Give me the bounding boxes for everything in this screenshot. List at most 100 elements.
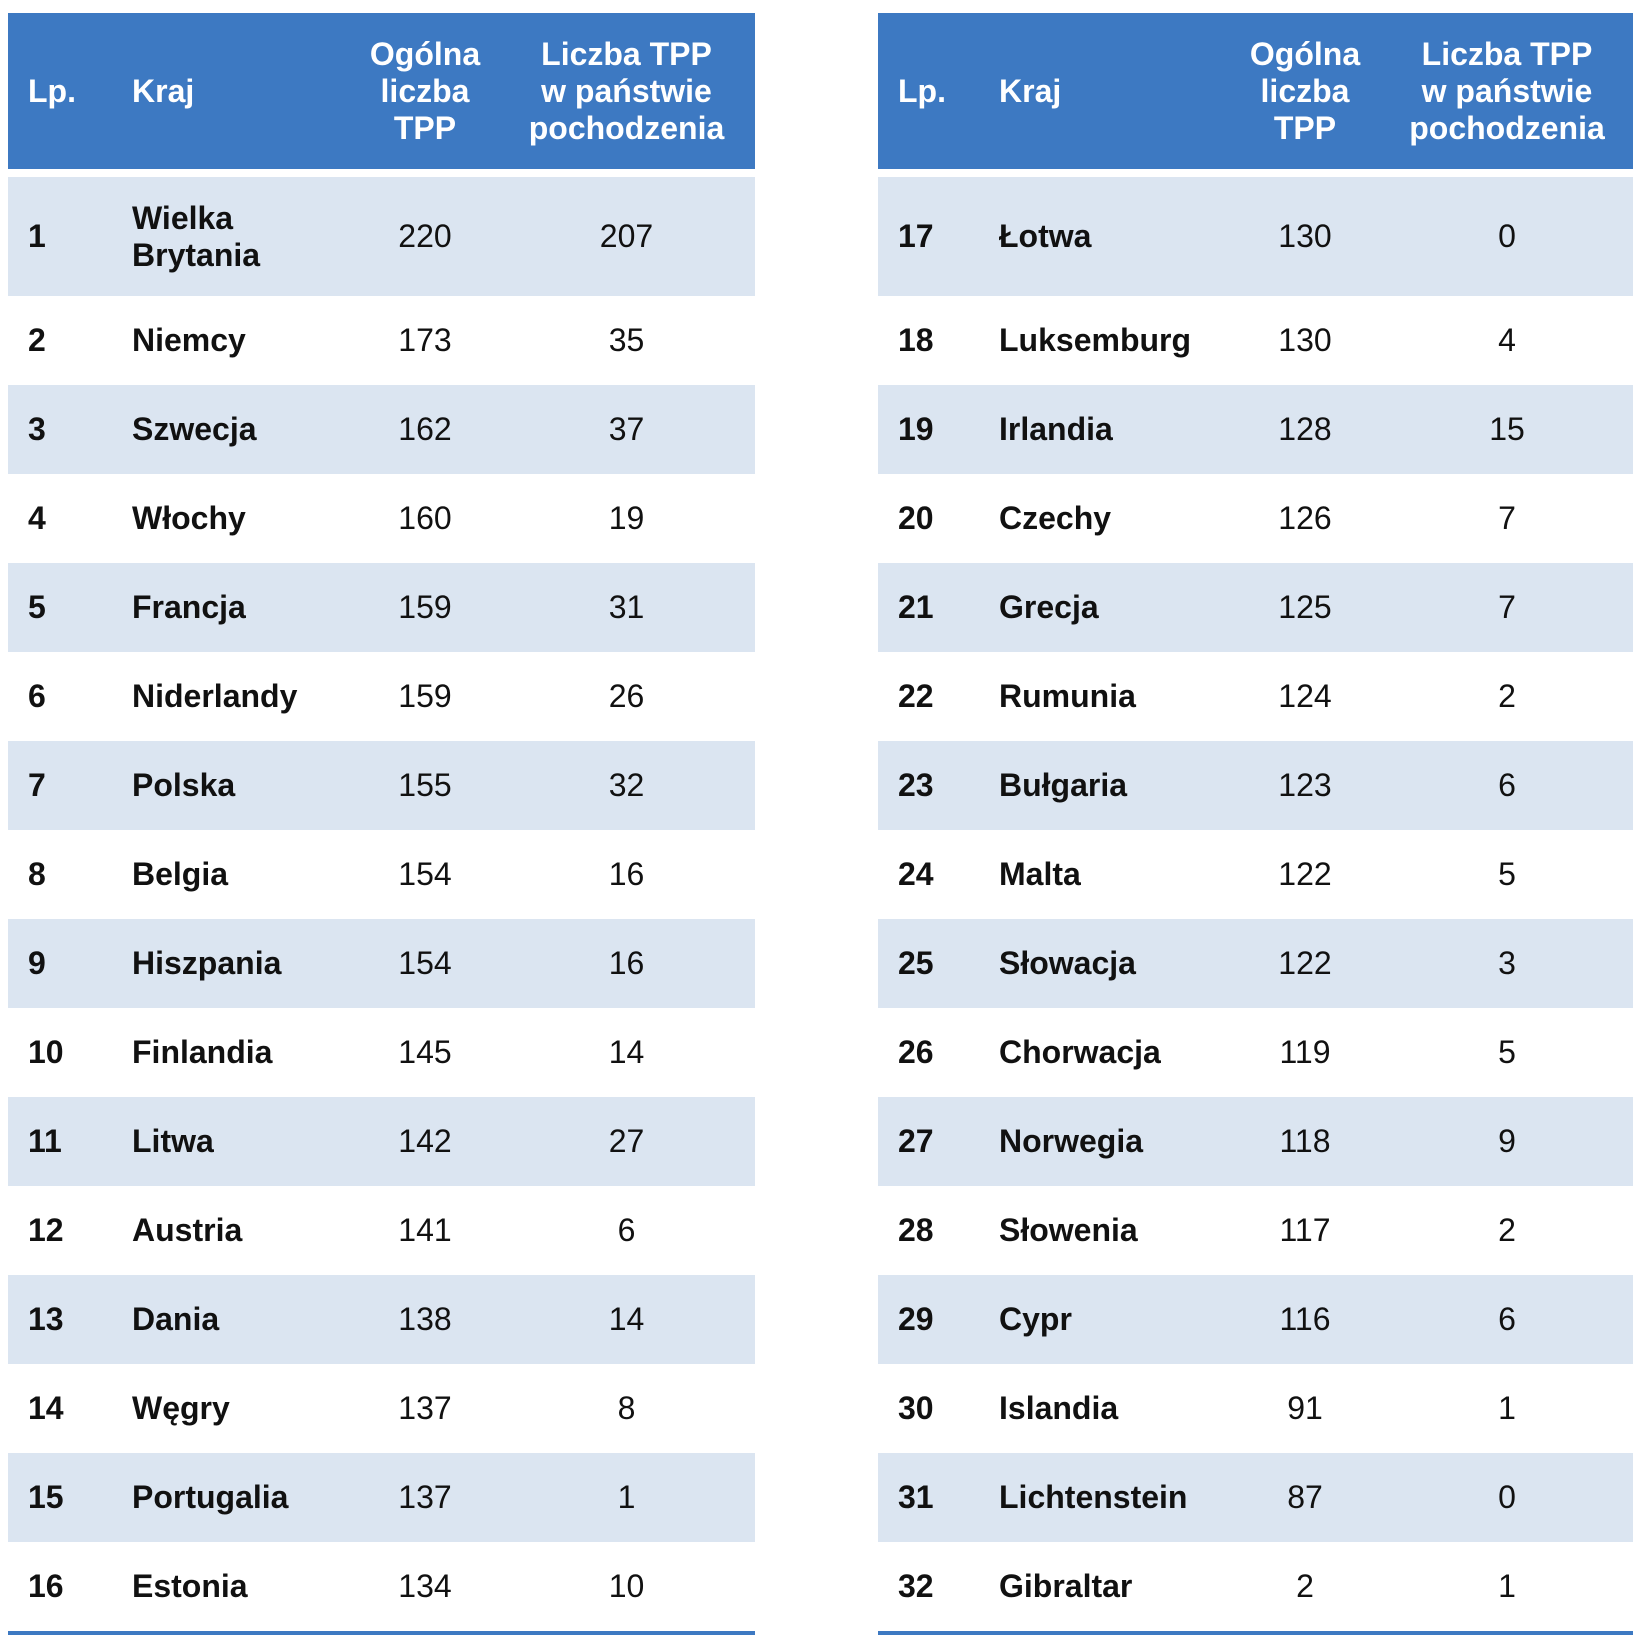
cell-liczba: 8 xyxy=(617,1390,636,1426)
cell-kraj: Grecja xyxy=(979,563,1229,652)
cell-lp: 1 xyxy=(8,173,112,296)
cell-kraj: Francja xyxy=(112,563,352,652)
cell-lp: 25 xyxy=(878,919,979,1008)
cell-ogolna: 130 xyxy=(1229,173,1381,296)
header-liczba-label: Liczba TPP w państwie pochodzenia xyxy=(1409,35,1605,146)
cell-ogolna: 128 xyxy=(1229,385,1381,474)
cell-liczba: 6 xyxy=(1381,741,1633,830)
cell-ogolna: 160 xyxy=(398,500,452,536)
table-row: 24 Malta 122 5 xyxy=(878,830,1633,919)
table-row: 13 Dania 138 14 xyxy=(8,1275,755,1364)
header-ogolna: Ogólna liczba TPP xyxy=(352,13,498,177)
table-row: 6 Niderlandy 159 26 xyxy=(8,652,755,741)
cell-ogolna: 162 xyxy=(352,385,498,474)
cell-liczba: 37 xyxy=(498,385,755,474)
cell-kraj: Polska xyxy=(112,741,352,830)
cell-lp: 14 xyxy=(28,1390,64,1426)
cell-ogolna: 154 xyxy=(398,856,452,892)
cell-lp: 19 xyxy=(878,385,979,474)
cell-lp: 24 xyxy=(898,856,934,892)
cell-lp: 16 xyxy=(8,1542,112,1635)
cell-kraj: Estonia xyxy=(112,1542,352,1635)
cell-lp: 8 xyxy=(28,856,46,892)
cell-liczba: 6 xyxy=(617,1212,636,1248)
cell-kraj: Węgry xyxy=(132,1390,230,1426)
cell-liczba: 32 xyxy=(498,741,755,830)
cell-liczba: 15 xyxy=(1381,385,1633,474)
table-row: 17 Łotwa 130 0 xyxy=(878,173,1633,296)
cell-liczba: 7 xyxy=(1498,500,1516,536)
cell-ogolna: 122 xyxy=(1278,856,1332,892)
cell-liczba: 1 xyxy=(498,1453,755,1542)
table-row: 3 Szwecja 162 37 xyxy=(8,385,755,474)
cell-liczba: 5 xyxy=(1498,1034,1516,1070)
left-table: Lp. Kraj Ogólna liczba TPP Liczba TPP w … xyxy=(8,13,755,1635)
cell-lp: 7 xyxy=(8,741,112,830)
header-lp-label: Lp. xyxy=(28,72,76,109)
header-kraj: Kraj xyxy=(112,13,352,177)
cell-kraj: Norwegia xyxy=(979,1097,1229,1186)
header-ogolna: Ogólna liczba TPP xyxy=(1229,13,1381,177)
cell-ogolna: 134 xyxy=(352,1542,498,1635)
cell-kraj: Niemcy xyxy=(132,322,246,358)
cell-liczba: 19 xyxy=(608,500,645,536)
cell-liczba: 10 xyxy=(498,1542,755,1635)
table-row: 16 Estonia 134 10 xyxy=(8,1542,755,1635)
cell-kraj: Dania xyxy=(112,1275,352,1364)
cell-lp: 32 xyxy=(878,1542,979,1635)
cell-ogolna: 87 xyxy=(1229,1453,1381,1542)
table-row: 4 Włochy 160 19 xyxy=(8,474,755,563)
cell-kraj: Chorwacja xyxy=(999,1034,1161,1070)
table-row: 18 Luksemburg 130 4 xyxy=(878,296,1633,385)
table-row: 30 Islandia 91 1 xyxy=(878,1364,1633,1453)
cell-liczba: 4 xyxy=(1498,322,1516,358)
cell-ogolna: 159 xyxy=(398,678,452,714)
cell-ogolna: 173 xyxy=(398,322,452,358)
table-row: 10 Finlandia 145 14 xyxy=(8,1008,755,1097)
cell-ogolna: 154 xyxy=(352,919,498,1008)
cell-kraj: Słowacja xyxy=(979,919,1229,1008)
cell-lp: 22 xyxy=(898,678,934,714)
cell-lp: 13 xyxy=(8,1275,112,1364)
table-row: 31 Lichtenstein 87 0 xyxy=(878,1453,1633,1542)
table-row: 28 Słowenia 117 2 xyxy=(878,1186,1633,1275)
cell-liczba: 2 xyxy=(1498,1212,1516,1248)
table-row: 25 Słowacja 122 3 xyxy=(878,919,1633,1008)
cell-ogolna: 122 xyxy=(1229,919,1381,1008)
header-ogolna-label: Ogólna liczba TPP xyxy=(1249,35,1361,146)
right-table-body: 17 Łotwa 130 0 18 Luksemburg 130 4 19 Irlandia 128… xyxy=(878,173,1633,1635)
cell-lp: 6 xyxy=(28,678,46,714)
cell-kraj: Hiszpania xyxy=(112,919,352,1008)
table-row: 14 Węgry 137 8 xyxy=(8,1364,755,1453)
cell-ogolna: 137 xyxy=(398,1390,452,1426)
table-row: 2 Niemcy 173 35 xyxy=(8,296,755,385)
cell-kraj: Cypr xyxy=(979,1275,1229,1364)
table-row: 5 Francja 159 31 xyxy=(8,563,755,652)
cell-lp: 9 xyxy=(8,919,112,1008)
table-row: 20 Czechy 126 7 xyxy=(878,474,1633,563)
cell-lp: 18 xyxy=(898,322,934,358)
cell-lp: 30 xyxy=(898,1390,934,1426)
cell-liczba: 26 xyxy=(608,678,645,714)
cell-liczba: 6 xyxy=(1381,1275,1633,1364)
header-kraj-label: Kraj xyxy=(999,72,1062,109)
cell-kraj: Czechy xyxy=(999,500,1112,536)
cell-kraj: Wielka Brytania xyxy=(112,173,352,296)
cell-lp: 21 xyxy=(878,563,979,652)
table-row: 26 Chorwacja 119 5 xyxy=(878,1008,1633,1097)
cell-ogolna: 141 xyxy=(398,1212,452,1248)
cell-kraj: Łotwa xyxy=(979,173,1229,296)
cell-kraj: Gibraltar xyxy=(979,1542,1229,1635)
cell-ogolna: 145 xyxy=(398,1034,452,1070)
cell-liczba: 1 xyxy=(1381,1542,1633,1635)
cell-liczba: 31 xyxy=(498,563,755,652)
cell-ogolna: 220 xyxy=(352,173,498,296)
cell-liczba: 207 xyxy=(498,173,755,296)
cell-liczba: 7 xyxy=(1381,563,1633,652)
table-row: 7 Polska 155 32 xyxy=(8,741,755,830)
cell-lp: 15 xyxy=(8,1453,112,1542)
cell-ogolna: 2 xyxy=(1229,1542,1381,1635)
table-row: 1 Wielka Brytania 220 207 xyxy=(8,173,755,296)
cell-kraj: Austria xyxy=(132,1212,243,1248)
cell-kraj: Lichtenstein xyxy=(979,1453,1229,1542)
